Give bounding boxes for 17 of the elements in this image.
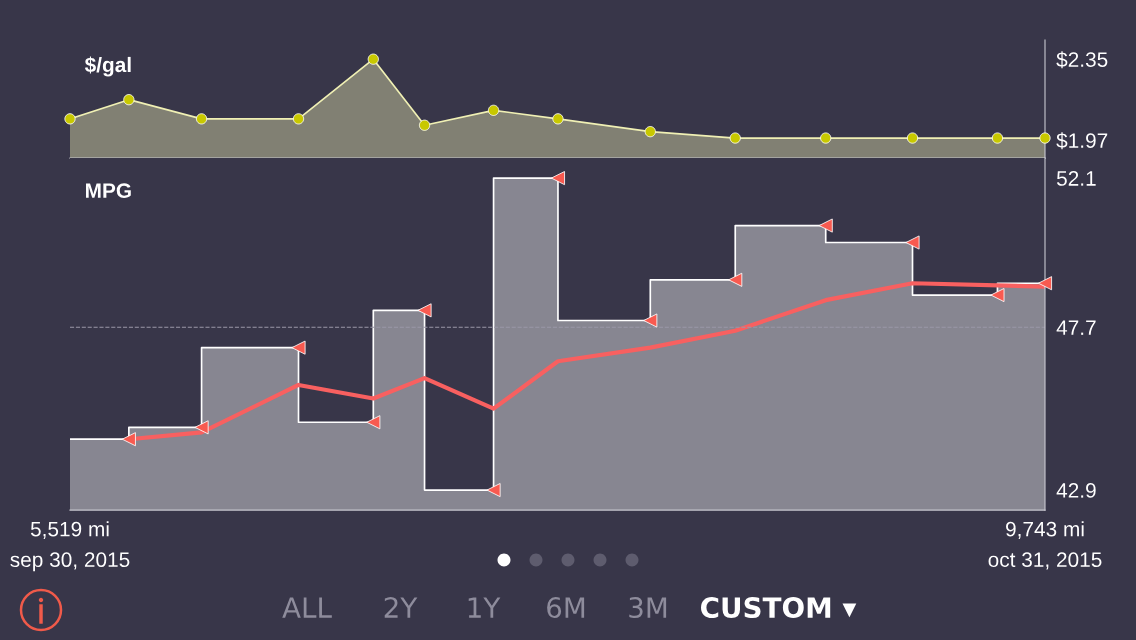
- text: 1Y: [468, 597, 501, 618]
- text: 3M: [629, 597, 667, 619]
- text: 2Y: [384, 597, 418, 618]
- text: sep 30, 2015: [10, 552, 130, 572]
- y-tick-label: $2.35: [1056, 51, 1108, 69]
- x-tick-label: 9,743 mi: [1006, 521, 1084, 539]
- y-tick-label: 52.1: [1056, 171, 1096, 186]
- text: $/gal: [84, 56, 131, 77]
- y-tick-label: $1.97: [1056, 132, 1108, 150]
- y-tick-label: 47.7: [1056, 320, 1096, 335]
- x-tick-label: 5,519 mi: [30, 521, 109, 539]
- text: MPG: [86, 183, 131, 199]
- text: CUSTOM ▾: [701, 597, 857, 619]
- y-tick-label: 42.9: [1056, 483, 1096, 498]
- text: ALL: [282, 597, 332, 618]
- text: 6M: [547, 597, 585, 619]
- text: oct 31, 2015: [988, 552, 1102, 570]
